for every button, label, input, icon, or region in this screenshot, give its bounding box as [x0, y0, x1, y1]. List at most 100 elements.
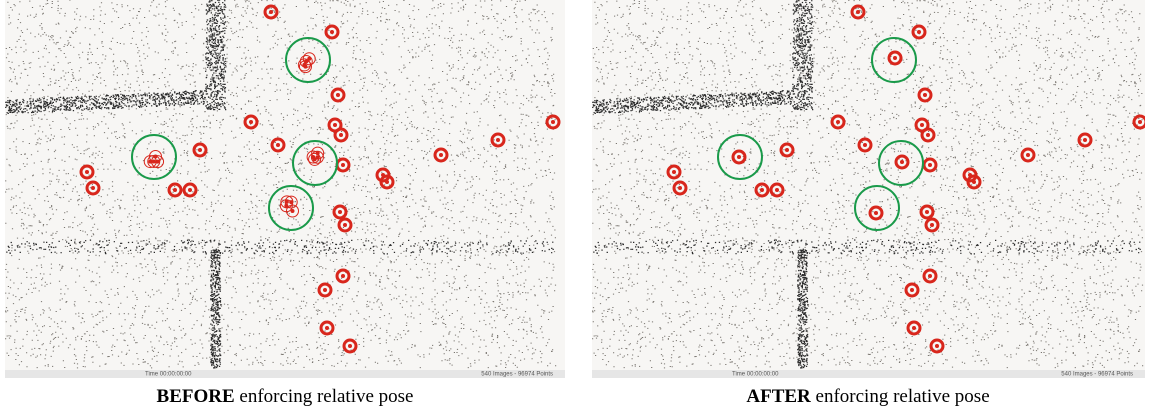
camera — [149, 150, 163, 164]
camera-center — [338, 210, 342, 214]
camera-center — [304, 59, 309, 64]
status-bar — [5, 370, 565, 378]
camera — [731, 149, 747, 165]
camera-center — [439, 153, 443, 157]
camera-center — [863, 143, 867, 147]
camera — [929, 338, 945, 354]
camera — [919, 204, 935, 220]
camera-center — [343, 223, 347, 227]
camera — [894, 154, 910, 170]
camera-center — [385, 180, 389, 184]
camera — [917, 87, 933, 103]
camera — [433, 147, 449, 163]
highlight-circle — [268, 185, 314, 231]
camera-center — [928, 163, 932, 167]
camera-center — [917, 30, 921, 34]
camera — [333, 127, 349, 143]
highlight-circle — [871, 37, 917, 83]
camera — [850, 4, 866, 20]
caption-text: enforcing relative pose — [234, 386, 414, 407]
panel-after: Time 00:00:00:00 540 Images - 96974 Poin… — [592, 0, 1145, 378]
camera — [779, 142, 795, 158]
camera-center — [323, 288, 327, 292]
camera — [280, 195, 294, 209]
camera-center — [341, 163, 345, 167]
camera-center — [153, 154, 158, 159]
dense-points — [5, 0, 554, 369]
camera-center — [284, 199, 289, 204]
point-cloud — [592, 0, 1145, 369]
camera-center — [912, 326, 916, 330]
camera-center — [173, 188, 177, 192]
camera-center — [341, 274, 345, 278]
camera — [769, 182, 785, 198]
camera-center — [198, 148, 202, 152]
status-count: 540 Images - 96974 Points — [481, 372, 553, 378]
highlight-circle — [854, 185, 900, 231]
camera — [337, 217, 353, 233]
highlight-circle — [717, 134, 763, 180]
camera-center — [836, 120, 840, 124]
camera-center — [1026, 153, 1030, 157]
camera — [666, 164, 682, 180]
camera-center — [330, 30, 334, 34]
status-bar — [592, 370, 1145, 378]
camera-center — [972, 180, 976, 184]
camera-center — [920, 123, 924, 127]
camera — [924, 217, 940, 233]
camera — [966, 174, 982, 190]
camera-center — [249, 120, 253, 124]
sparse-points — [5, 0, 557, 369]
caption-bold: BEFORE — [156, 386, 235, 407]
camera — [317, 282, 333, 298]
camera — [311, 146, 325, 160]
status-time: Time 00:00:00:00 — [732, 372, 779, 378]
camera — [299, 54, 313, 68]
camera-center — [290, 209, 295, 214]
camera-center — [926, 133, 930, 137]
camera — [302, 52, 316, 66]
status-time: Time 00:00:00:00 — [145, 372, 192, 378]
highlight-circle — [878, 140, 924, 186]
camera-center — [925, 210, 929, 214]
camera-center — [900, 160, 904, 164]
dense-points — [592, 0, 1141, 369]
camera-center — [496, 138, 500, 142]
camera-center — [315, 155, 320, 160]
camera-center — [551, 120, 555, 124]
camera — [1077, 132, 1093, 148]
point-cloud — [5, 0, 561, 369]
camera — [335, 268, 351, 284]
camera — [911, 24, 927, 40]
camera — [857, 137, 873, 153]
camera — [545, 114, 561, 130]
camera-center — [923, 93, 927, 97]
camera-center — [785, 148, 789, 152]
camera-center — [276, 143, 280, 147]
camera — [868, 205, 884, 221]
camera-center — [760, 188, 764, 192]
camera-center — [307, 56, 312, 61]
camera — [143, 155, 157, 169]
camera-center — [1138, 120, 1142, 124]
camera — [182, 182, 198, 198]
camera — [192, 142, 208, 158]
camera-center — [930, 223, 934, 227]
camera — [332, 204, 348, 220]
camera-center — [775, 188, 779, 192]
camera-center — [737, 155, 741, 159]
camera-center — [348, 344, 352, 348]
highlight-circle — [292, 140, 338, 186]
camera — [830, 114, 846, 130]
camera-center — [325, 326, 329, 330]
camera — [85, 180, 101, 196]
status-count: 540 Images - 96974 Points — [1061, 372, 1133, 378]
camera — [904, 282, 920, 298]
camera — [308, 152, 322, 166]
camera — [330, 87, 346, 103]
camera-center — [85, 170, 89, 174]
camera — [1132, 114, 1145, 130]
camera — [887, 50, 903, 66]
